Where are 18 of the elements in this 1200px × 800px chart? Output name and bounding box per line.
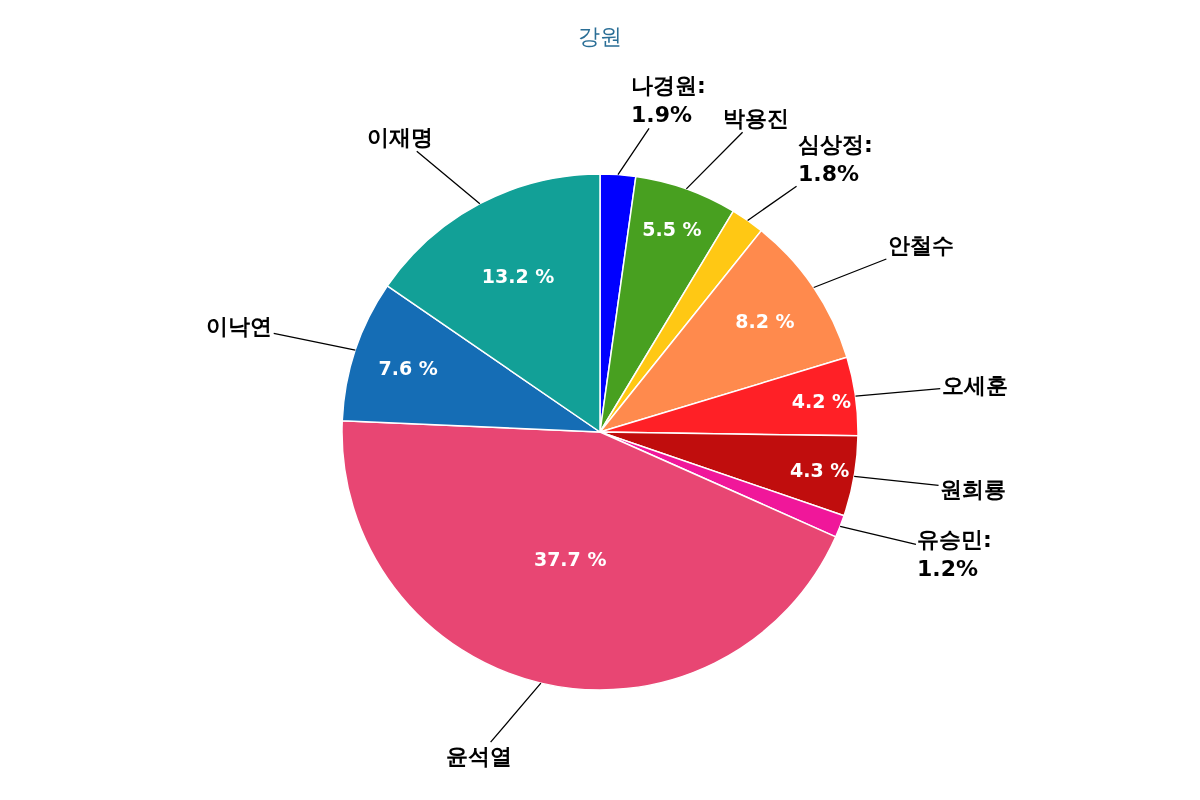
- slice-label: 윤석열: [446, 744, 512, 769]
- data-label: 8.2 %: [735, 309, 795, 332]
- slice-label: 원희룡: [940, 477, 1006, 502]
- slice-label: 이낙연: [206, 314, 272, 339]
- slice-label: 이재명: [367, 125, 433, 150]
- slice-label: 안철수: [888, 233, 954, 258]
- slice-label: 오세훈: [942, 373, 1008, 398]
- data-label: 4.3 %: [789, 459, 850, 482]
- slice-label: 나경원: 1.9%: [631, 73, 706, 127]
- slice-label: 심상정: 1.8%: [798, 132, 873, 186]
- data-label: 4.2 %: [791, 389, 852, 412]
- slice-label: 유승민: 1.2%: [917, 527, 992, 581]
- data-label: 5.5 %: [642, 218, 702, 241]
- data-label: 37.7 %: [533, 547, 607, 570]
- data-label: 13.2 %: [481, 265, 555, 288]
- chart-title: 강원: [578, 23, 622, 49]
- data-label: 7.6 %: [378, 356, 438, 379]
- slice-label: 박용진: [723, 106, 789, 131]
